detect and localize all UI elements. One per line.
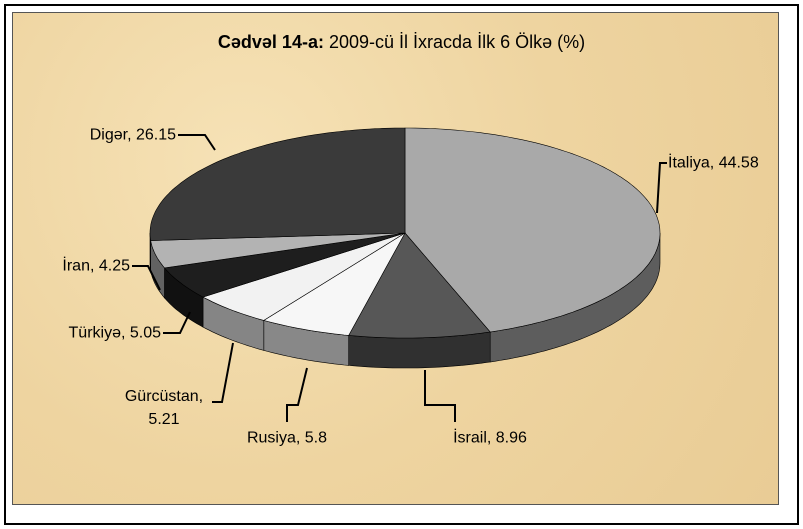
data-label: Digər, 26.15 [89, 126, 176, 144]
data-label: Rusiya, 5.8 [246, 429, 328, 447]
leader-line [212, 342, 234, 403]
leader-line [163, 311, 191, 334]
data-label: İtaliya, 44.58 [668, 154, 759, 172]
data-label: Türkiyə, 5.05 [68, 324, 161, 342]
slice [404, 127, 661, 333]
title-label: Cədvəl 14-a: [217, 32, 324, 52]
slice [348, 232, 491, 339]
leader-line [656, 162, 667, 214]
data-label: Gürcüstan, 5.21 [124, 388, 204, 428]
slice [149, 127, 406, 241]
leader-line [178, 134, 216, 151]
slice [150, 232, 406, 269]
slice [263, 232, 406, 336]
data-label: İran, 4.25 [62, 257, 130, 275]
leader-line [424, 370, 456, 422]
slice [202, 232, 406, 321]
leader-line [132, 265, 161, 291]
slice [163, 232, 406, 298]
leader-line [286, 367, 308, 422]
title-text: 2009-cü İl İxracda İlk 6 Ölkə (%) [328, 32, 586, 52]
data-label: İsrail, 8.96 [453, 429, 527, 447]
chart-title: Cədvəl 14-a: 2009-cü İl İxracda İlk 6 Öl… [0, 32, 803, 53]
